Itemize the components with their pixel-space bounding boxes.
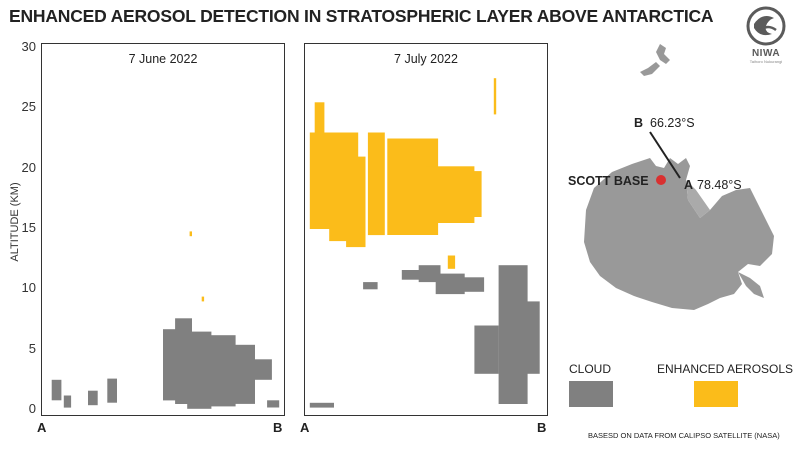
source-note: BASESD ON DATA FROM CALIPSO SATELLITE (N… (588, 431, 780, 440)
aerosol-region (346, 156, 366, 248)
legend-cloud-swatch (569, 381, 613, 407)
panel-june-end-label: B (273, 420, 283, 435)
logo-text: NIWA (751, 48, 781, 59)
cloud-region (474, 325, 499, 374)
cloud-region (401, 270, 426, 280)
y-tick-label: 25 (21, 99, 36, 115)
cloud-region (309, 402, 334, 408)
legend-aerosol-label: ENHANCED AEROSOLS (657, 362, 794, 376)
cloud-region (418, 265, 441, 283)
panel-june-start-label: A (37, 420, 47, 435)
antarctica-map (560, 40, 800, 330)
cloud-region (51, 379, 62, 401)
chart-panel-july: 7 July 2022 (304, 43, 548, 416)
cloud-region (230, 344, 255, 404)
scott-base-label: SCOTT BASE (568, 174, 649, 188)
scott-base-marker (656, 175, 666, 185)
chart-plot-area (309, 78, 540, 408)
chart-panel-june: 7 June 2022 (41, 43, 285, 416)
map-lat-a: 78.48°S (697, 178, 742, 192)
cloud-region (459, 277, 485, 292)
aerosol-region (447, 255, 456, 269)
cloud-region (107, 378, 117, 403)
cloud-region (267, 400, 280, 408)
legend-cloud-label: CLOUD (569, 362, 612, 376)
cloud-region (163, 329, 178, 401)
aerosol-region (201, 296, 205, 302)
cloud-region (63, 395, 72, 408)
cloud-region (206, 335, 236, 407)
y-tick-label: 30 (21, 39, 36, 54)
map-lat-b: 66.23°S (650, 116, 695, 130)
y-tick-label: 0 (28, 401, 36, 416)
new-zealand-north-island (656, 44, 670, 64)
ross-ice-shelf (686, 180, 710, 218)
cloud-region (435, 273, 465, 295)
legend-aerosol-swatch (694, 381, 738, 407)
aerosol-region (440, 171, 482, 217)
chart-plot-area (51, 231, 280, 409)
aerosol-region (493, 78, 497, 115)
y-tick-label: 10 (21, 280, 36, 296)
antarctica-landmass (584, 158, 774, 310)
niwa-logo-icon: NIWA Taihoro Nukurangi (738, 4, 794, 68)
cloud-region (252, 359, 272, 380)
page-title: ENHANCED AEROSOL DETECTION IN STRATOSPHE… (9, 6, 714, 26)
map-label-b: B (634, 116, 644, 130)
aerosol-region (367, 132, 385, 236)
panel-july-end-label: B (537, 420, 547, 435)
cloud-region (510, 301, 540, 374)
panel-july-start-label: A (300, 420, 310, 435)
aerosol-region (189, 231, 192, 237)
panel-date-june: 7 June 2022 (128, 52, 198, 66)
map-label-a: A (684, 178, 694, 192)
new-zealand-south-island (640, 62, 660, 76)
cloud-region (363, 282, 378, 290)
y-tick-label: 20 (21, 159, 36, 175)
y-tick-label: 5 (28, 340, 36, 356)
panel-date-july: 7 July 2022 (394, 52, 458, 66)
antarctic-peninsula (738, 272, 764, 298)
cloud-region (88, 390, 98, 406)
y-tick-label: 15 (21, 220, 36, 235)
logo-tagline: Taihoro Nukurangi (749, 59, 783, 64)
calipso-track-line (649, 131, 681, 179)
